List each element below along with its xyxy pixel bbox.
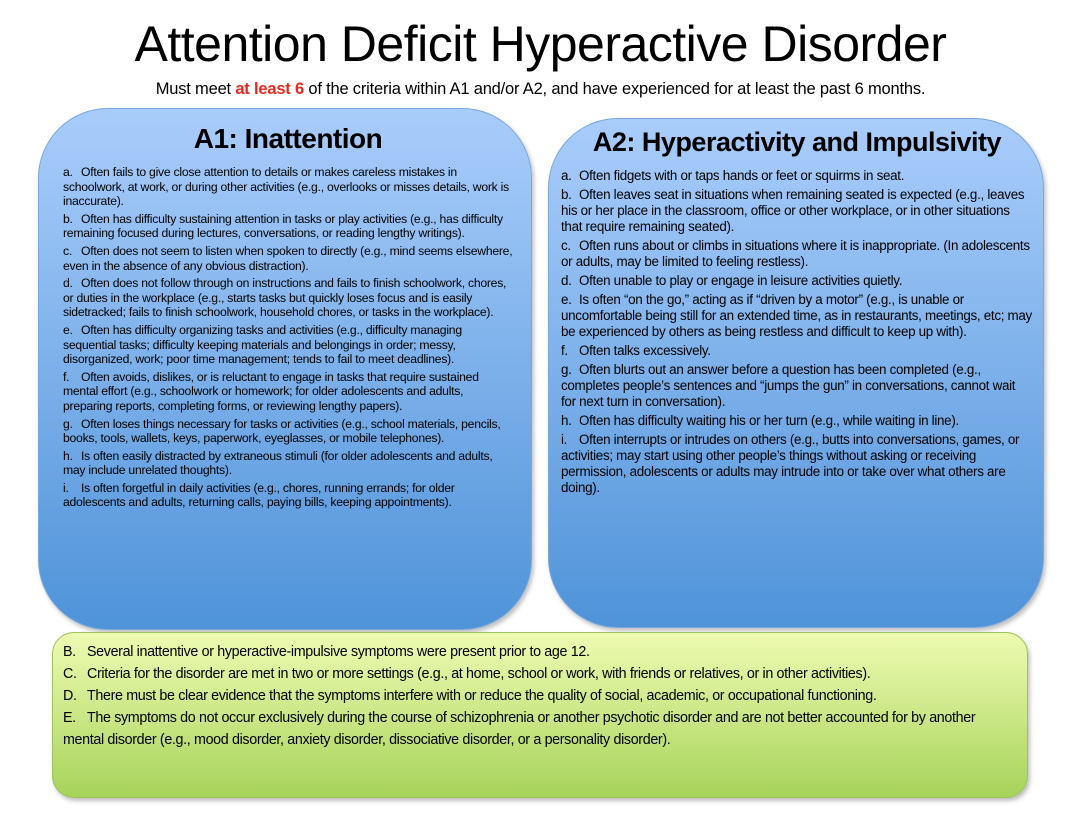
criterion-label: b. xyxy=(561,187,572,202)
criterion-item: i. Often interrupts or intrudes on others… xyxy=(561,432,1033,496)
criterion-label: D. xyxy=(63,688,77,704)
criterion-item: b. Often leaves seat in situations when r… xyxy=(561,187,1033,235)
criterion-label: c. xyxy=(63,243,72,258)
criterion-text: Is often forgetful in daily activities (… xyxy=(63,480,455,510)
criterion-label: g. xyxy=(63,416,73,431)
criterion-label: E. xyxy=(63,710,76,726)
criterion-label: e. xyxy=(561,292,572,307)
criterion-text: Often blurts out an answer before a ques… xyxy=(561,362,1016,409)
criterion-text: Often has difficulty waiting his or her … xyxy=(579,413,959,428)
criterion-item: d. Often does not follow through on instr… xyxy=(63,276,513,320)
criterion-label: i. xyxy=(63,480,69,495)
criterion-text: Is often “on the go,” acting as if “driv… xyxy=(561,292,1032,339)
criterion-text: Often leaves seat in situations when rem… xyxy=(561,187,1025,234)
criterion-item: E. The symptoms do not occur exclusively … xyxy=(63,707,1017,751)
criterion-text: Often has difficulty sustaining attentio… xyxy=(63,211,503,241)
criterion-text: Criteria for the disorder are met in two… xyxy=(87,666,871,682)
criterion-item: C. Criteria for the disorder are met in t… xyxy=(63,663,1017,685)
a1-criteria-list: a. Often fails to give close attention to… xyxy=(63,165,513,510)
criterion-label: b. xyxy=(63,211,73,226)
criterion-item: g. Often blurts out an answer before a qu… xyxy=(561,362,1033,410)
criterion-item: h. Is often easily distracted by extraneo… xyxy=(63,449,513,478)
criterion-item: f. Often avoids, dislikes, or is reluctan… xyxy=(63,370,513,414)
a2-hyperactivity-panel: A2: Hyperactivity and Impulsivity a. Ofte… xyxy=(548,118,1044,628)
criterion-text: Several inattentive or hyperactive-impul… xyxy=(87,644,590,660)
criterion-label: f. xyxy=(63,369,70,384)
criterion-item: h. Often has difficulty waiting his or he… xyxy=(561,413,1033,429)
criterion-item: d. Often unable to play or engage in leis… xyxy=(561,273,1033,289)
criterion-item: f. Often talks excessively. xyxy=(561,343,1033,359)
additional-criteria-panel: B. Several inattentive or hyperactive-imp… xyxy=(52,632,1028,798)
a1-heading: A1: Inattention xyxy=(193,123,383,154)
a1-inattention-panel: A1: Inattention a. Often fails to give cl… xyxy=(38,108,532,630)
a2-criteria-list: a. Often fidgets with or taps hands or fe… xyxy=(561,168,1033,496)
criterion-label: g. xyxy=(561,362,572,377)
criterion-text: Often does not seem to listen when spoke… xyxy=(63,243,513,273)
criterion-item: c. Often does not seem to listen when spo… xyxy=(63,244,513,273)
criterion-text: Often avoids, dislikes, or is reluctant … xyxy=(63,369,479,413)
criterion-text: There must be clear evidence that the sy… xyxy=(87,688,877,704)
subtitle-highlight: at least 6 xyxy=(235,80,304,98)
criterion-item: c. Often runs about or climbs in situatio… xyxy=(561,238,1033,270)
criterion-label: h. xyxy=(63,448,73,463)
criterion-label: d. xyxy=(561,273,572,288)
additional-criteria-list: B. Several inattentive or hyperactive-imp… xyxy=(63,641,1017,751)
criterion-label: B. xyxy=(63,644,76,660)
criterion-text: The symptoms do not occur exclusively du… xyxy=(63,710,976,748)
criterion-item: D. There must be clear evidence that the … xyxy=(63,685,1017,707)
criterion-item: e. Often has difficulty organizing tasks … xyxy=(63,323,513,367)
criterion-label: e. xyxy=(63,322,73,337)
criterion-label: h. xyxy=(561,413,572,428)
criterion-text: Often has difficulty organizing tasks an… xyxy=(63,322,462,367)
criterion-item: g. Often loses things necessary for tasks… xyxy=(63,417,513,446)
criterion-text: Often talks excessively. xyxy=(579,343,711,358)
criterion-label: a. xyxy=(63,165,73,179)
criterion-label: C. xyxy=(63,666,77,682)
a2-heading: A2: Hyperactivity and Impulsivity xyxy=(592,127,1002,157)
criterion-text: Is often easily distracted by extraneous… xyxy=(63,448,493,478)
criterion-item: a. Often fidgets with or taps hands or fe… xyxy=(561,168,1033,184)
subtitle-after: of the criteria within A1 and/or A2, and… xyxy=(303,80,926,98)
criterion-item: a. Often fails to give close attention to… xyxy=(63,165,513,209)
subtitle: Must meet at least 6 of the criteria wit… xyxy=(0,80,1081,99)
criterion-text: Often loses things necessary for tasks o… xyxy=(63,416,501,446)
criterion-item: e. Is often “on the go,” acting as if “dr… xyxy=(561,292,1033,340)
subtitle-before: Must meet xyxy=(155,80,236,98)
criterion-text: Often runs about or climbs in situations… xyxy=(561,238,1030,269)
criterion-text: Often fails to give close attention to d… xyxy=(63,165,509,209)
criterion-text: Often interrupts or intrudes on others (… xyxy=(561,432,1020,495)
criterion-label: d. xyxy=(63,276,73,291)
criterion-text: Often does not follow through on instruc… xyxy=(63,276,507,320)
criterion-item: i. Is often forgetful in daily activities… xyxy=(63,481,513,510)
criterion-label: i. xyxy=(561,432,568,447)
criterion-label: a. xyxy=(561,168,572,183)
criterion-text: Often fidgets with or taps hands or feet… xyxy=(579,168,905,183)
criterion-label: f. xyxy=(561,343,568,358)
criterion-text: Often unable to play or engage in leisur… xyxy=(579,273,903,288)
criterion-item: B. Several inattentive or hyperactive-imp… xyxy=(63,641,1017,663)
page-title: Attention Deficit Hyperactive Disorder xyxy=(134,16,947,72)
criterion-item: b. Often has difficulty sustaining attent… xyxy=(63,212,513,241)
criterion-label: c. xyxy=(561,238,571,253)
